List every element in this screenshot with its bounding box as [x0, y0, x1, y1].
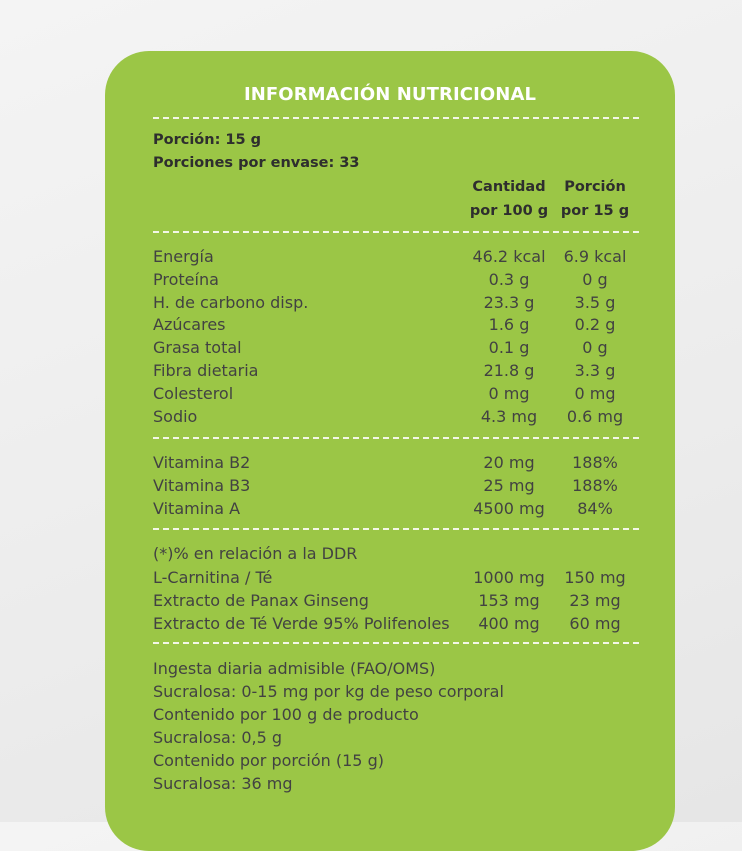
nutrient-row-perportion: 6.9 kcal	[563, 247, 627, 266]
footnote-line: Sucralosa: 0,5 g	[153, 728, 283, 747]
divider	[153, 437, 639, 439]
header-per100-line2: por 100 g	[469, 203, 549, 219]
nutrient-row-per100: 23.3 g	[483, 292, 535, 312]
vitamin-row-per100: 20 mg	[483, 453, 535, 472]
divider	[153, 231, 639, 233]
header-perportion: Porción por 15 g	[557, 175, 633, 223]
nutrient-row-name: Sodio	[153, 406, 198, 426]
footnote-line: Contenido por 100 g de producto	[153, 705, 419, 724]
vitamin-row-perportion: 188%	[572, 453, 618, 472]
footnote-line: Ingesta diaria admisible (FAO/OMS)	[153, 659, 436, 678]
extract-row-name: Extracto de Té Verde 95% Polifenoles	[153, 614, 450, 633]
divider	[153, 528, 639, 530]
vitamin-row-name: Vitamina B3	[153, 476, 251, 495]
nutrient-row-perportion: 3.5 g	[574, 292, 616, 312]
nutrient-row-per100: 46.2 kcal	[472, 247, 546, 266]
nutrient-row-perportion: 0.2 g	[574, 315, 616, 335]
ddr-note: (*)% en relación a la DDR	[153, 544, 358, 563]
header-perportion-line1: Porción	[564, 179, 626, 195]
extract-row-per100: 153 mg	[478, 591, 540, 610]
extract-row-perportion: 23 mg	[569, 591, 621, 610]
nutrient-row-per100: 4.3 mg	[480, 406, 538, 426]
extract-row-name: L-Carnitina / Té	[153, 568, 273, 587]
nutrient-row-per100: 1.6 g	[488, 315, 530, 335]
extract-row-per100: 1000 mg	[473, 568, 545, 587]
vitamin-row-per100: 25 mg	[483, 476, 535, 495]
nutrient-row-name: Grasa total	[153, 338, 242, 358]
vitamin-row-name: Vitamina B2	[153, 453, 251, 472]
servings-text: Porciones por envase: 33	[153, 155, 360, 171]
divider	[153, 117, 639, 119]
header-perportion-line2: por 15 g	[560, 203, 630, 219]
nutrition-card: INFORMACIÓN NUTRICIONAL Porción: 15 g Po…	[105, 51, 675, 851]
nutrient-row-per100: 0.3 g	[488, 269, 530, 289]
nutrient-row-perportion: 0 g	[582, 338, 608, 358]
nutrient-row-name: Colesterol	[153, 383, 234, 403]
nutrient-row-per100: 0.1 g	[488, 338, 530, 358]
vitamin-row-perportion: 84%	[577, 499, 613, 518]
nutrient-row-perportion: 0.6 mg	[566, 406, 624, 426]
extract-row-name: Extracto de Panax Ginseng	[153, 591, 369, 610]
nutrient-row-name: Fibra dietaria	[153, 361, 259, 380]
nutrient-row-name: H. de carbono disp.	[153, 292, 309, 312]
header-per100-line1: Cantidad	[472, 179, 546, 195]
extract-row-perportion: 60 mg	[569, 614, 621, 633]
portion-text: Porción: 15 g	[153, 132, 262, 148]
vitamin-row-perportion: 188%	[572, 476, 618, 495]
nutrient-row-name: Azúcares	[153, 315, 226, 335]
footnote-line: Sucralosa: 36 mg	[153, 774, 293, 793]
footnote-line: Sucralosa: 0-15 mg por kg de peso corpor…	[153, 682, 504, 701]
vitamin-row-per100: 4500 mg	[473, 499, 545, 518]
card-title: INFORMACIÓN NUTRICIONAL	[243, 84, 537, 105]
nutrient-row-per100: 0 mg	[488, 383, 530, 403]
extract-row-perportion: 150 mg	[564, 568, 626, 587]
footnote-line: Contenido por porción (15 g)	[153, 751, 384, 770]
nutrient-row-perportion: 3.3 g	[574, 361, 616, 380]
header-per100: Cantidad por 100 g	[457, 175, 561, 223]
nutrient-row-perportion: 0 mg	[574, 383, 616, 403]
divider	[153, 642, 639, 644]
nutrient-row-perportion: 0 g	[582, 269, 608, 289]
extract-row-per100: 400 mg	[478, 614, 540, 633]
nutrient-row-name: Proteína	[153, 269, 219, 289]
vitamin-row-name: Vitamina A	[153, 499, 241, 518]
nutrient-row-name: Energía	[153, 247, 214, 266]
nutrient-row-per100: 21.8 g	[483, 361, 535, 380]
